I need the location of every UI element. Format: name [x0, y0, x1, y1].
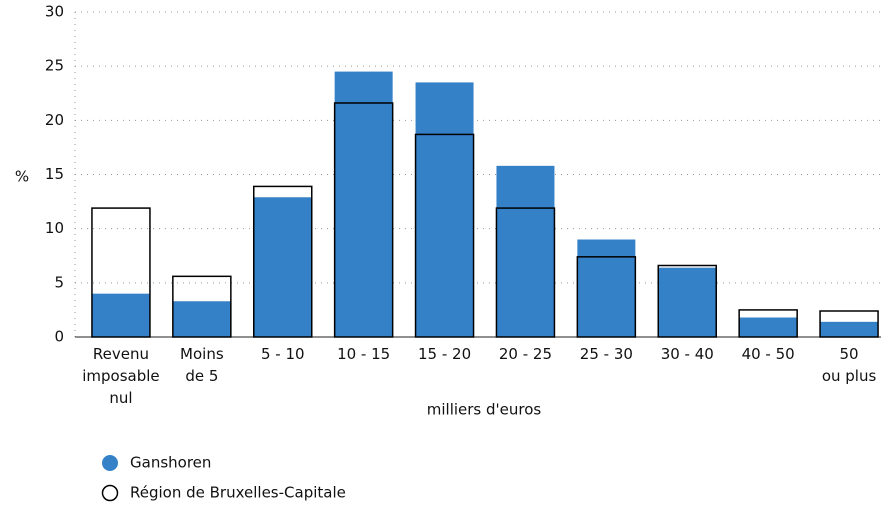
bar-outline [576, 256, 637, 338]
bar [91, 293, 150, 337]
x-tick-label-line: de 5 [185, 367, 218, 385]
x-tick-label: 40 - 50 [742, 345, 795, 363]
x-axis-label: milliers d'euros [427, 401, 542, 419]
x-tick-label-line: imposable [82, 367, 159, 385]
bar-outline [253, 185, 313, 338]
x-tick-label: 10 - 15 [337, 345, 390, 363]
y-tick-label: 10 [45, 219, 64, 237]
bar-outline [819, 310, 879, 338]
bar [577, 239, 636, 337]
legend-marker [102, 455, 118, 471]
x-tick-label-line: Revenu [93, 345, 149, 363]
bar-outline [91, 207, 151, 338]
x-tick-label: 50 ou plus [822, 345, 877, 385]
x-tick-label-line: 15 - 20 [418, 345, 471, 363]
bar [253, 197, 312, 337]
y-tick-label: 15 [45, 165, 64, 183]
bar [739, 317, 798, 337]
bar-outline [414, 133, 475, 338]
bar-outline [172, 275, 232, 338]
x-tick-label-line: ou plus [822, 367, 877, 385]
y-axis-label: % [15, 168, 29, 186]
y-tick-label: 5 [54, 273, 64, 291]
bar [415, 82, 474, 338]
bar [496, 165, 555, 337]
y-tick-label: 30 [45, 3, 64, 21]
x-tick-label-line: Moins [180, 345, 224, 363]
y-tick-label: 25 [45, 57, 64, 75]
x-tick-label: 5 - 10 [261, 345, 305, 363]
x-tick-label-line: 10 - 15 [337, 345, 390, 363]
x-tick-label: Revenu imposable nul [82, 345, 159, 407]
x-tick-label: 25 - 30 [580, 345, 633, 363]
x-tick-label: 15 - 20 [418, 345, 471, 363]
x-tick-label: 30 - 40 [661, 345, 714, 363]
bar [172, 301, 231, 337]
bar-outline [333, 102, 394, 338]
bar-outline [495, 207, 556, 338]
x-tick-label-line: 30 - 40 [661, 345, 714, 363]
bar [658, 267, 717, 337]
bar [334, 71, 393, 337]
x-tick-label-line: 40 - 50 [742, 345, 795, 363]
legend-label: Ganshoren [130, 454, 211, 472]
bar-outline [738, 309, 798, 338]
bar-outline [657, 264, 717, 338]
y-tick-label: 0 [54, 328, 64, 346]
y-tick-label: 20 [45, 111, 64, 129]
x-tick-label: Moins de 5 [180, 345, 224, 385]
x-tick-label: 20 - 25 [499, 345, 552, 363]
x-tick-label-line: 50 [840, 345, 859, 363]
bar [820, 321, 879, 337]
x-tick-label-line: 25 - 30 [580, 345, 633, 363]
legend-label: Région de Bruxelles-Capitale [130, 484, 346, 502]
x-tick-label-line: nul [109, 389, 132, 407]
x-tick-label-line: 20 - 25 [499, 345, 552, 363]
x-tick-label-line: 5 - 10 [261, 345, 305, 363]
legend-marker [101, 484, 119, 502]
